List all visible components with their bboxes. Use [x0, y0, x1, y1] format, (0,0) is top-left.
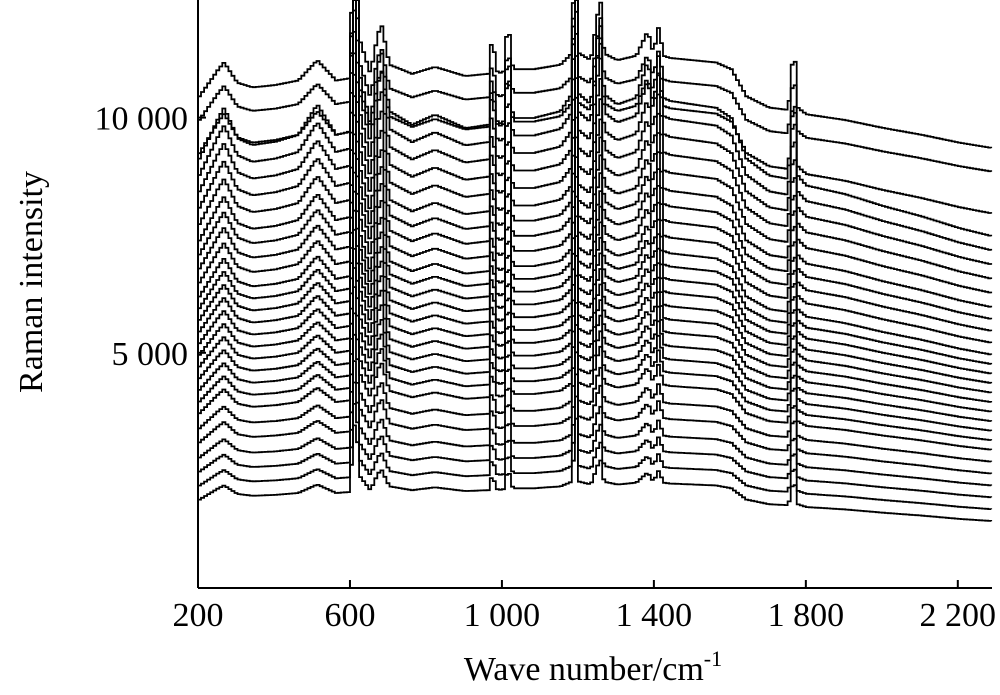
spectrum-line-11	[198, 195, 993, 413]
spectrum-line-17	[198, 77, 993, 356]
x-axis-ticks: 200 600 1 000 1 400 1 800 2 200	[173, 580, 997, 634]
spectrum-line-22	[198, 0, 993, 294]
y-tick-label: 5 000	[112, 336, 189, 373]
spectrum-line-15	[198, 116, 993, 375]
x-tick-label: 1 400	[616, 597, 693, 634]
spectrum-line-29	[198, 0, 993, 149]
x-axis-title-superscript: -1	[704, 646, 722, 671]
spectrum-line-4	[198, 351, 993, 487]
spectra-series-group	[198, 0, 993, 522]
x-tick-label: 200	[173, 597, 224, 634]
spectrum-line-20	[198, 10, 993, 320]
spectrum-line-21	[198, 0, 993, 308]
spectrum-line-6	[198, 302, 993, 463]
spectrum-line-16	[198, 96, 993, 365]
x-tick-label: 600	[324, 597, 375, 634]
spectrum-line-23	[198, 0, 993, 280]
x-tick-label: 1 000	[464, 597, 541, 634]
x-axis-title: Wave number/cm-1	[464, 646, 722, 688]
spectrum-line-9	[198, 235, 993, 432]
spectrum-line-13	[198, 156, 993, 394]
spectrum-line-2	[198, 395, 993, 510]
spectrum-line-18	[198, 55, 993, 344]
spectrum-line-7	[198, 274, 993, 451]
spectrum-line-5	[198, 324, 993, 475]
spectrum-line-12	[198, 176, 993, 403]
x-axis-title-main: Wave number/cm	[464, 651, 704, 688]
spectrum-line-10	[198, 215, 993, 422]
x-tick-label: 1 800	[768, 597, 845, 634]
y-tick-label: 10 000	[95, 101, 189, 138]
y-axis-title: Raman intensity	[13, 171, 50, 393]
spectrum-line-8	[198, 255, 993, 441]
x-tick-label: 2 200	[920, 597, 997, 634]
spectrum-line-14	[198, 136, 993, 384]
y-axis-ticks: 5 000 10 000	[95, 101, 206, 373]
spectrum-line-1	[198, 417, 993, 522]
spectrum-line-19	[198, 33, 993, 332]
spectrum-line-3	[198, 373, 993, 499]
